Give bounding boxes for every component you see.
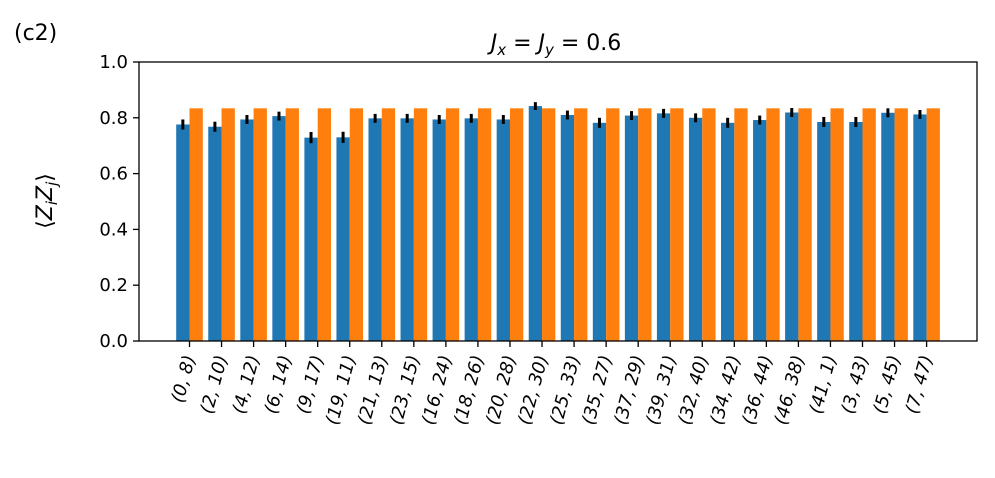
bar-series-1 [753,120,767,341]
y-tick-label: 0.6 [99,164,128,185]
bar-series-2 [542,108,556,342]
bar-series-2 [445,108,460,342]
bar-series-2 [862,108,876,342]
x-tick-label: (2, 10) [197,353,233,416]
bar-series-1 [208,126,222,341]
bar-series-2 [830,108,844,342]
x-axis-ticks: (0, 8)(2, 10)(4, 12)(6, 14)(9, 17)(19, 1… [168,341,938,427]
bar-series-1 [849,121,863,341]
bar-series-2 [638,108,652,342]
bar-series-1 [913,114,927,342]
y-tick-label: 0.2 [99,275,128,296]
bar-series-2 [798,108,812,342]
x-tick-label: (0, 8) [168,353,201,405]
bar-series-1 [176,124,190,341]
bar-series-2 [670,108,684,342]
bar-series-1 [272,116,286,341]
bar-series-1 [496,119,510,341]
bar-series-1 [624,115,639,342]
panel-label: (c2) [14,21,57,46]
x-tick-label: (9, 17) [293,353,329,416]
bar-series-2 [381,108,396,342]
bar-series-2 [349,108,364,342]
bar-series-1 [785,112,799,342]
bar-series-2 [317,108,331,342]
bar-series-2 [189,108,203,342]
y-axis-ticks: 0.0 0.2 0.4 0.6 0.8 1.0 [99,52,139,352]
y-tick-label: 0.8 [99,108,128,129]
bar-series-2 [574,108,588,342]
x-tick-label: (5, 45) [870,353,906,416]
x-tick-label: (46, 38) [771,353,810,427]
bar-series-2 [285,108,299,342]
bar-series-1 [817,121,831,341]
bar-series-1 [881,112,895,341]
bar-series-1 [464,118,478,341]
bar-series-2 [766,108,780,342]
bar-series-2 [477,108,492,342]
bar-series-1 [721,122,735,342]
bar-series-1 [304,137,318,341]
bar-series-1 [240,119,254,341]
bar-series-2 [413,108,428,342]
bar-series-1 [688,117,703,341]
bar-series-2 [734,108,748,342]
bar-series-2 [702,108,716,342]
bar-series-2 [253,108,267,342]
bar-series-2 [894,108,908,342]
y-tick-label: 0.0 [99,331,128,352]
y-tick-label: 1.0 [99,52,128,73]
bar-series-2 [606,108,620,342]
y-axis-label: ⟨ZiZj⟩ [33,173,61,229]
bars-group [176,102,940,342]
x-tick-label: (7, 47) [902,353,938,416]
bar-series-1 [432,119,446,341]
x-tick-label: (41, 1) [806,353,842,416]
bar-series-2 [926,108,940,342]
x-tick-label: (4, 12) [229,353,265,416]
y-tick-label: 0.4 [99,219,128,240]
plot-frame [138,61,978,342]
chart-title: Jx = Jy = 0.6 [487,31,622,59]
bar-series-2 [509,108,524,342]
bar-series-1 [528,106,543,341]
x-tick-label: (3, 43) [838,353,874,416]
bar-series-1 [400,118,414,341]
bar-series-2 [221,108,235,342]
bar-series-1 [336,137,350,341]
bar-series-1 [368,118,382,341]
x-tick-label: (6, 14) [261,353,297,416]
bar-series-1 [592,122,607,342]
bar-series-1 [560,115,575,341]
bar-series-1 [656,113,671,341]
